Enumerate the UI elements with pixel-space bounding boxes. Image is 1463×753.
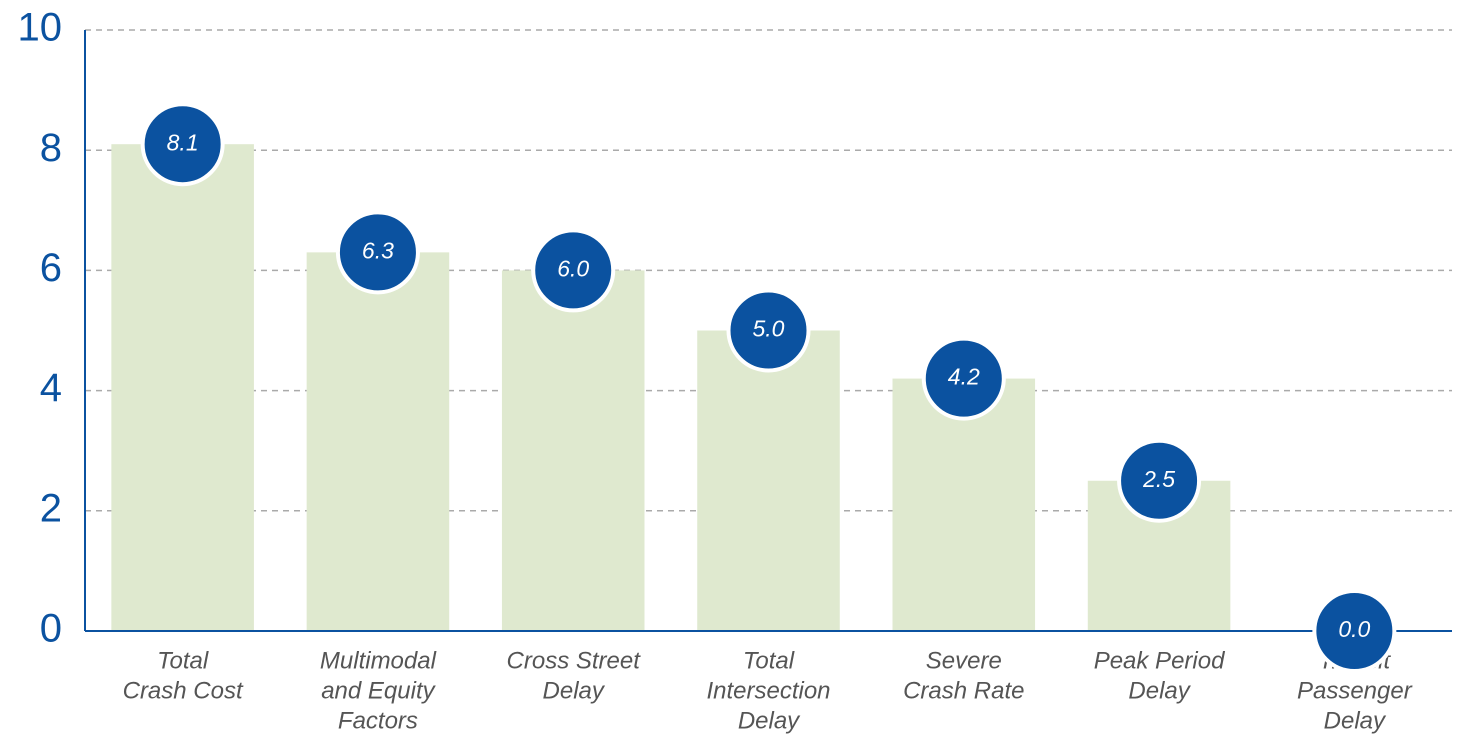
value-badge [1312, 589, 1397, 673]
value-badge [140, 102, 225, 187]
x-tick-label: Crash Cost [123, 677, 244, 704]
y-tick-label: 4 [40, 366, 62, 410]
bar [111, 144, 254, 631]
value-badge [531, 228, 616, 313]
x-tick-label: Crash Rate [903, 677, 1024, 704]
y-tick-label: 10 [18, 6, 63, 50]
value-label: 8.1 [167, 129, 199, 155]
x-tick-label: Severe [926, 647, 1002, 674]
bar [697, 330, 840, 631]
x-tick-label: Delay [1324, 707, 1387, 734]
x-tick-label: Factors [338, 707, 418, 734]
y-tick-label: 8 [40, 126, 62, 170]
y-tick-label: 6 [40, 246, 62, 290]
x-tick-label: Total [157, 647, 209, 674]
value-label: 2.5 [1142, 466, 1175, 492]
value-label: 0.0 [1338, 616, 1370, 642]
x-tick-label: Delay [738, 707, 801, 734]
value-badge [1117, 438, 1202, 523]
x-tick-label: Total [743, 647, 795, 674]
x-tick-label: Cross Street [507, 647, 642, 674]
bar [892, 378, 1036, 631]
x-tick-label: Passenger [1297, 677, 1413, 704]
bar [306, 252, 450, 631]
y-tick-label: 2 [40, 486, 62, 530]
x-tick-label: Multimodal [320, 647, 437, 674]
value-badge [726, 288, 811, 373]
x-tick-label: Intersection [706, 677, 830, 704]
y-tick-label: 0 [40, 607, 62, 651]
x-tick-label: Delay [543, 677, 606, 704]
value-badge [335, 210, 420, 295]
value-label: 5.0 [753, 316, 785, 342]
value-label: 4.2 [948, 364, 980, 390]
value-label: 6.3 [362, 237, 394, 263]
x-tick-label: Peak Period [1094, 647, 1225, 674]
value-label: 6.0 [557, 255, 589, 281]
x-tick-label: and Equity [321, 677, 436, 704]
bar [501, 270, 645, 631]
x-tick-label: Delay [1128, 677, 1191, 704]
value-badge [921, 336, 1006, 421]
